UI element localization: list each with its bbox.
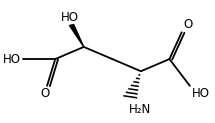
Polygon shape — [69, 25, 84, 47]
Text: HO: HO — [3, 53, 21, 66]
Text: H₂N: H₂N — [129, 103, 151, 116]
Text: HO: HO — [60, 11, 78, 24]
Text: HO: HO — [192, 87, 210, 100]
Text: O: O — [184, 18, 193, 31]
Text: O: O — [40, 87, 50, 100]
